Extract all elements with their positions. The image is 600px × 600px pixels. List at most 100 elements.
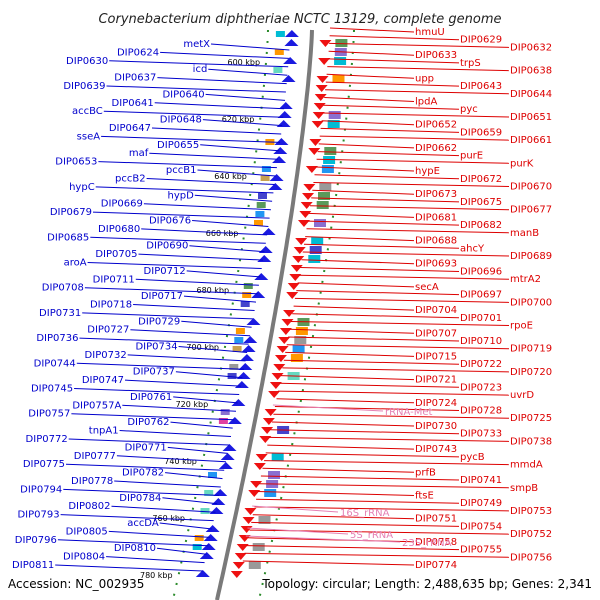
reverse-gene-arrow <box>261 427 274 434</box>
feature-block <box>295 327 308 335</box>
gene-label: DIP0738 <box>510 436 552 447</box>
feature-block <box>268 471 280 479</box>
gene-label: DIP0723 <box>460 382 502 393</box>
label-connector <box>301 259 415 265</box>
label-connector <box>173 396 238 404</box>
label-connector <box>111 505 216 513</box>
gene-label: DIP0733 <box>460 429 502 440</box>
gene-label: DIP0652 <box>415 120 457 131</box>
label-connector <box>130 329 251 337</box>
gene-label: icd <box>193 64 208 75</box>
label-connector <box>316 158 510 164</box>
gene-label: DIP0731 <box>39 308 81 319</box>
gene-label: DIP0644 <box>510 89 552 100</box>
gene-label: hypD <box>167 190 194 201</box>
reverse-gene-arrow <box>308 148 321 155</box>
label-connector <box>57 539 209 547</box>
reverse-gene-arrow <box>255 454 268 461</box>
reverse-gene-arrow <box>230 571 243 578</box>
label-connector <box>175 371 243 379</box>
gene-label: prfB <box>415 467 436 478</box>
label-connector <box>127 354 246 362</box>
gene-label: DIP0736 <box>36 333 78 344</box>
gene-label: DIP0805 <box>66 526 108 537</box>
gene-label: DIP0655 <box>157 140 199 151</box>
gene-label: DIP0757 <box>28 409 70 420</box>
label-connector <box>200 144 280 152</box>
reverse-gene-arrow <box>319 40 332 47</box>
label-connector <box>251 521 460 527</box>
reverse-gene-arrow <box>295 238 308 245</box>
label-connector <box>277 390 510 396</box>
gene-label: uvrD <box>510 390 534 401</box>
reverse-gene-arrow <box>309 139 322 146</box>
reverse-gene-arrow <box>244 508 257 515</box>
label-connector <box>162 497 218 505</box>
label-connector <box>271 421 415 427</box>
gene-label: DIP0659 <box>460 127 502 138</box>
feature-track-group <box>192 30 348 578</box>
rna-label: 23S_rRNA <box>402 538 452 549</box>
label-connector <box>133 304 255 311</box>
label-connector <box>159 522 212 530</box>
outer-dotted-ring <box>258 29 355 600</box>
feature-block <box>234 337 244 343</box>
gene-label: DIP0701 <box>460 313 502 324</box>
label-connector <box>79 337 249 345</box>
gene-label: DIP0758 <box>415 537 457 548</box>
forward-gene-arrow <box>273 147 288 154</box>
label-connector <box>205 93 286 101</box>
label-connector <box>298 274 510 280</box>
label-connector <box>244 552 510 558</box>
gene-label: DIP0669 <box>101 199 143 210</box>
gene-label: hmuU <box>415 27 445 38</box>
label-connector <box>151 127 282 135</box>
label-connector <box>122 404 237 412</box>
reverse-gene-arrow <box>250 481 263 488</box>
gene-label: DIP0700 <box>510 297 552 308</box>
forward-gene-arrow <box>272 156 287 163</box>
gene-label: DIP0648 <box>160 115 202 126</box>
gene-label: DIP0743 <box>415 444 457 455</box>
feature-block <box>204 490 214 496</box>
gene-label: DIP0752 <box>510 529 552 540</box>
label-connector <box>210 43 290 51</box>
gene-label: DIP0673 <box>415 189 457 200</box>
reverse-gene-arrow <box>302 193 315 200</box>
gene-label: DIP0728 <box>460 406 502 417</box>
reverse-gene-arrow <box>290 265 303 272</box>
gene-label: DIP0771 <box>125 442 167 453</box>
gene-label: purE <box>460 151 483 162</box>
label-connector <box>149 152 279 160</box>
label-connector <box>302 251 510 257</box>
gene-label: DIP0690 <box>146 241 188 252</box>
forward-gene-arrow <box>211 498 226 505</box>
gene-label: DIP0639 <box>63 81 105 92</box>
label-connector <box>138 253 264 261</box>
genome-backbone <box>172 29 355 600</box>
reverse-gene-arrow <box>242 517 255 524</box>
label-connector <box>324 97 415 102</box>
gene-label: DIP0624 <box>117 47 159 58</box>
gene-label: DIP0720 <box>510 367 552 378</box>
label-connector <box>315 166 415 172</box>
gene-label: DIP0641 <box>112 98 154 109</box>
label-connector <box>65 463 225 471</box>
gene-label: DIP0632 <box>510 42 552 53</box>
label-connector <box>285 351 415 357</box>
feature-block <box>200 508 210 514</box>
gene-label: DIP0693 <box>415 259 457 270</box>
forward-gene-arrow <box>231 399 246 406</box>
label-connector <box>309 205 510 211</box>
label-connector <box>294 297 510 303</box>
label-connector <box>297 282 415 288</box>
label-connector <box>327 58 460 64</box>
feature-block <box>334 57 347 65</box>
forward-gene-arrow <box>213 489 228 496</box>
feature-block <box>332 75 345 83</box>
gene-label: DIP0734 <box>135 342 177 353</box>
gene-label: DIP0725 <box>510 413 552 424</box>
label-connector <box>280 375 415 381</box>
kbp-tick-label: 780 kbp <box>140 571 173 580</box>
gene-label: DIP0756 <box>510 552 552 563</box>
